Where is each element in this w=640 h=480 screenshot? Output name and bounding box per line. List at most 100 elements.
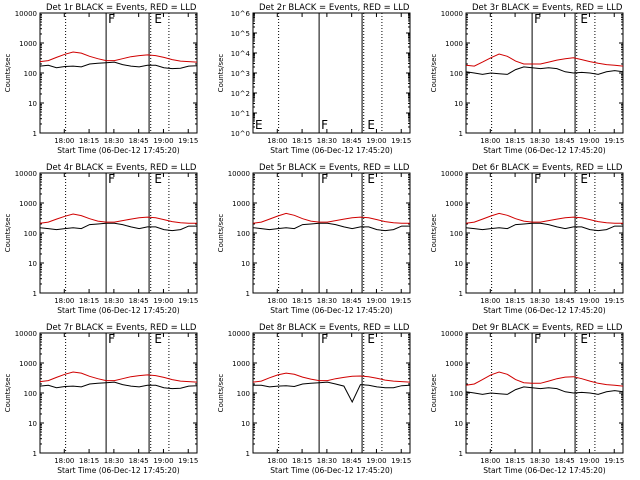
y-tick-label: 10^3	[231, 70, 250, 78]
y-tick-label: 100	[24, 230, 37, 238]
y-tick-label: 10	[241, 420, 250, 428]
x-tick-label: 18:00	[480, 457, 500, 465]
flag-label: F	[321, 172, 328, 186]
panel-det-2: Det 2r BLACK = Events, RED = LLD 10^0 10^1…	[217, 3, 411, 155]
x-tick-label: 19:00	[153, 457, 173, 465]
flag-label: E	[367, 118, 375, 132]
series-line-events	[465, 386, 624, 395]
series-line-events	[39, 61, 198, 70]
x-tick-label: 19:00	[366, 457, 386, 465]
panel-title: Det 2r BLACK = Events, RED = LLD	[259, 3, 410, 13]
y-tick-label: 1	[33, 450, 37, 458]
y-tick-label: 10	[241, 260, 250, 268]
y-axis-label: Counts/sec	[217, 214, 225, 253]
y-tick-label: 10000	[15, 170, 37, 178]
flag-label: F	[534, 12, 541, 26]
x-tick-label: 19:15	[391, 137, 411, 145]
y-tick-label: 10^2	[231, 90, 250, 98]
panel-det-3: Det 3r BLACK = Events, RED = LLD 1 10 100 10…	[430, 3, 624, 155]
panel-det-6: Det 6r BLACK = Events, RED = LLD 1 10 100 10…	[430, 163, 624, 315]
flag-label: F	[321, 118, 328, 132]
y-tick-label: 10000	[441, 330, 463, 338]
series-line-events	[253, 381, 411, 404]
series-line-lld	[465, 53, 624, 67]
plot-frame	[39, 12, 198, 134]
x-tick-label: 18:15	[505, 137, 525, 145]
x-tick-label: 19:15	[604, 297, 624, 305]
y-tick-label: 10	[28, 100, 37, 108]
x-tick-label: 18:15	[292, 297, 312, 305]
panel-det-7: Det 7r BLACK = Events, RED = LLD 1 10 100 10…	[4, 323, 198, 475]
x-tick-label: 19:15	[391, 457, 411, 465]
x-tick-label: 18:00	[54, 457, 74, 465]
x-tick-label: 18:15	[79, 137, 99, 145]
y-tick-label: 1000	[445, 360, 463, 368]
y-axis-label: Counts/sec	[430, 214, 438, 253]
y-tick-label: 1	[246, 290, 250, 298]
x-tick-label: 18:00	[54, 297, 74, 305]
panel-title: Det 8r BLACK = Events, RED = LLD	[259, 323, 410, 333]
plot-frame	[39, 172, 198, 294]
x-tick-label: 18:45	[555, 297, 575, 305]
x-tick-label: 18:15	[292, 137, 312, 145]
x-tick-label: 18:45	[555, 457, 575, 465]
y-axis-label: Counts/sec	[430, 374, 438, 413]
x-tick-label: 19:00	[153, 297, 173, 305]
flag-label: E	[580, 12, 588, 26]
panel-det-8: Det 8r BLACK = Events, RED = LLD 1 10 100 10…	[217, 323, 411, 475]
y-tick-label: 100	[237, 230, 250, 238]
y-tick-label: 1000	[19, 360, 37, 368]
y-axis-label: Counts/sec	[4, 214, 12, 253]
x-tick-label: 18:00	[267, 457, 287, 465]
series-line-lld	[465, 212, 623, 224]
x-tick-label: 18:30	[104, 137, 124, 145]
series-line-lld	[39, 213, 197, 224]
y-tick-label: 100	[450, 390, 463, 398]
x-tick-label: 19:00	[153, 137, 173, 145]
flag-label: E	[367, 172, 375, 186]
x-tick-label: 18:45	[129, 457, 149, 465]
flag-label: E	[580, 172, 588, 186]
x-tick-label: 19:00	[579, 137, 599, 145]
plot-frame	[465, 172, 624, 294]
x-tick-label: 18:00	[54, 137, 74, 145]
x-tick-label: 19:00	[366, 137, 386, 145]
flag-label: F	[321, 332, 328, 346]
plot-frame	[252, 172, 411, 294]
y-tick-label: 10	[454, 100, 463, 108]
y-tick-label: 1	[459, 450, 463, 458]
x-axis-label: Start Time (06-Dec-12 17:45:20)	[57, 466, 179, 475]
panel-title: Det 3r BLACK = Events, RED = LLD	[472, 3, 623, 13]
x-tick-label: 18:30	[530, 457, 550, 465]
y-tick-label: 10^1	[231, 110, 250, 118]
y-tick-label: 10	[454, 260, 463, 268]
x-axis-label: Start Time (06-Dec-12 17:45:20)	[57, 306, 179, 315]
x-axis-label: Start Time (06-Dec-12 17:45:20)	[483, 146, 605, 155]
series-line-lld	[39, 371, 198, 383]
y-tick-label: 1000	[445, 200, 463, 208]
x-tick-label: 18:45	[342, 297, 362, 305]
x-tick-label: 18:45	[129, 297, 149, 305]
x-tick-label: 18:30	[317, 297, 337, 305]
x-tick-label: 18:15	[292, 457, 312, 465]
y-axis-label: Counts/sec	[217, 54, 225, 93]
y-tick-label: 10000	[15, 10, 37, 18]
x-tick-label: 18:15	[79, 457, 99, 465]
y-tick-label: 100	[24, 390, 37, 398]
y-tick-label: 1000	[19, 40, 37, 48]
x-tick-label: 18:45	[342, 137, 362, 145]
panel-title: Det 6r BLACK = Events, RED = LLD	[472, 163, 623, 173]
flag-label: E	[154, 172, 162, 186]
y-axis-label: Counts/sec	[4, 54, 12, 93]
y-axis-label: Counts/sec	[4, 374, 12, 413]
x-axis-label: Start Time (06-Dec-12 17:45:20)	[483, 306, 605, 315]
panel-det-4: Det 4r BLACK = Events, RED = LLD 1 10 100 10…	[4, 163, 198, 315]
x-tick-label: 18:15	[505, 297, 525, 305]
y-tick-label: 10000	[228, 330, 250, 338]
y-tick-label: 1	[33, 130, 37, 138]
panel-det-9: Det 9r BLACK = Events, RED = LLD 1 10 100 10…	[430, 323, 624, 475]
x-tick-label: 18:45	[555, 137, 575, 145]
x-axis-label: Start Time (06-Dec-12 17:45:20)	[270, 306, 392, 315]
y-tick-label: 100	[24, 70, 37, 78]
